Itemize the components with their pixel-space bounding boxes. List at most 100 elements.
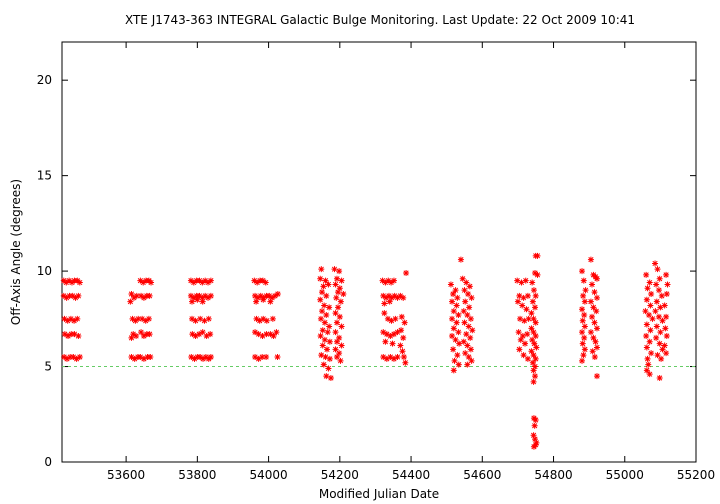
data-point [523, 306, 530, 313]
data-point [323, 373, 330, 380]
y-tick-label: 15 [37, 169, 52, 183]
data-point [67, 315, 74, 322]
data-point [130, 294, 137, 301]
data-point [469, 327, 476, 334]
data-point [199, 298, 206, 305]
data-point [70, 354, 77, 360]
data-point [135, 315, 142, 322]
data-point [332, 310, 339, 317]
data-point [387, 354, 394, 360]
data-point [127, 298, 134, 305]
data-point [643, 367, 650, 374]
data-point [257, 292, 264, 299]
data-point [589, 348, 596, 355]
data-point [189, 298, 196, 305]
data-point [460, 308, 467, 315]
data-point [64, 317, 71, 324]
data-point [207, 331, 214, 338]
data-point [260, 315, 267, 322]
data-point [188, 354, 195, 360]
data-point [450, 291, 457, 297]
data-point [646, 338, 653, 345]
data-point [332, 346, 339, 353]
data-point [657, 329, 664, 336]
data-point [137, 354, 144, 360]
data-point [579, 306, 586, 313]
data-point [148, 279, 155, 286]
data-point [663, 350, 670, 357]
data-point [531, 422, 538, 429]
data-point [400, 294, 407, 301]
y-axis: 0 5 10 15 20 [37, 73, 696, 469]
data-point [139, 315, 146, 322]
data-point [532, 319, 539, 326]
data-point [319, 308, 326, 315]
data-point [140, 294, 147, 301]
data-point [388, 294, 395, 301]
data-point [382, 338, 389, 345]
data-point [401, 319, 408, 326]
data-point [645, 361, 652, 368]
data-point [321, 302, 328, 309]
data-point [138, 292, 145, 299]
data-point [333, 338, 340, 345]
data-point [253, 298, 260, 305]
data-point [579, 268, 586, 275]
data-point [649, 315, 656, 322]
data-point [321, 336, 328, 343]
data-point [207, 277, 214, 284]
data-point [382, 279, 389, 286]
data-point [643, 321, 650, 328]
data-point [450, 346, 457, 353]
data-point [133, 333, 140, 339]
data-point [336, 285, 343, 292]
data-point [394, 294, 401, 301]
data-point [74, 315, 81, 322]
data-point [326, 355, 333, 362]
data-point [451, 357, 458, 364]
data-point [325, 365, 332, 372]
data-point [652, 308, 659, 315]
data-point [450, 308, 457, 315]
data-point [69, 292, 76, 299]
data-point [646, 279, 653, 286]
data-point [317, 296, 324, 303]
data-point [530, 352, 537, 359]
data-point [254, 279, 261, 286]
data-point [460, 338, 467, 345]
data-point [403, 270, 410, 276]
data-point [319, 289, 326, 296]
data-point [654, 266, 661, 273]
data-point [192, 317, 199, 324]
data-point [322, 277, 329, 284]
data-point [520, 294, 527, 301]
data-point [381, 300, 388, 307]
data-point [453, 302, 460, 309]
data-point [530, 329, 537, 336]
data-point [516, 292, 523, 299]
data-point [138, 329, 145, 336]
data-point [252, 292, 259, 299]
data-point [61, 315, 68, 322]
data-point [384, 315, 391, 322]
data-point [207, 292, 214, 299]
data-point [663, 271, 670, 278]
data-point [587, 329, 594, 336]
chart-title: XTE J1743-363 INTEGRAL Galactic Bulge Mo… [125, 13, 635, 27]
x-axis: 53600 53800 54000 54200 54400 54600 54800 55000… [107, 42, 715, 482]
data-point [588, 313, 595, 320]
data-point [336, 334, 343, 341]
data-point [327, 375, 334, 381]
data-point [663, 313, 670, 320]
data-point [449, 333, 456, 339]
data-point [591, 354, 598, 360]
data-point [593, 275, 600, 282]
data-point [399, 348, 406, 355]
data-point [254, 294, 261, 301]
data-point [653, 281, 660, 288]
data-point [379, 277, 386, 284]
data-point [464, 342, 471, 349]
data-point [333, 354, 340, 360]
data-point [336, 268, 343, 275]
data-point [519, 302, 526, 309]
